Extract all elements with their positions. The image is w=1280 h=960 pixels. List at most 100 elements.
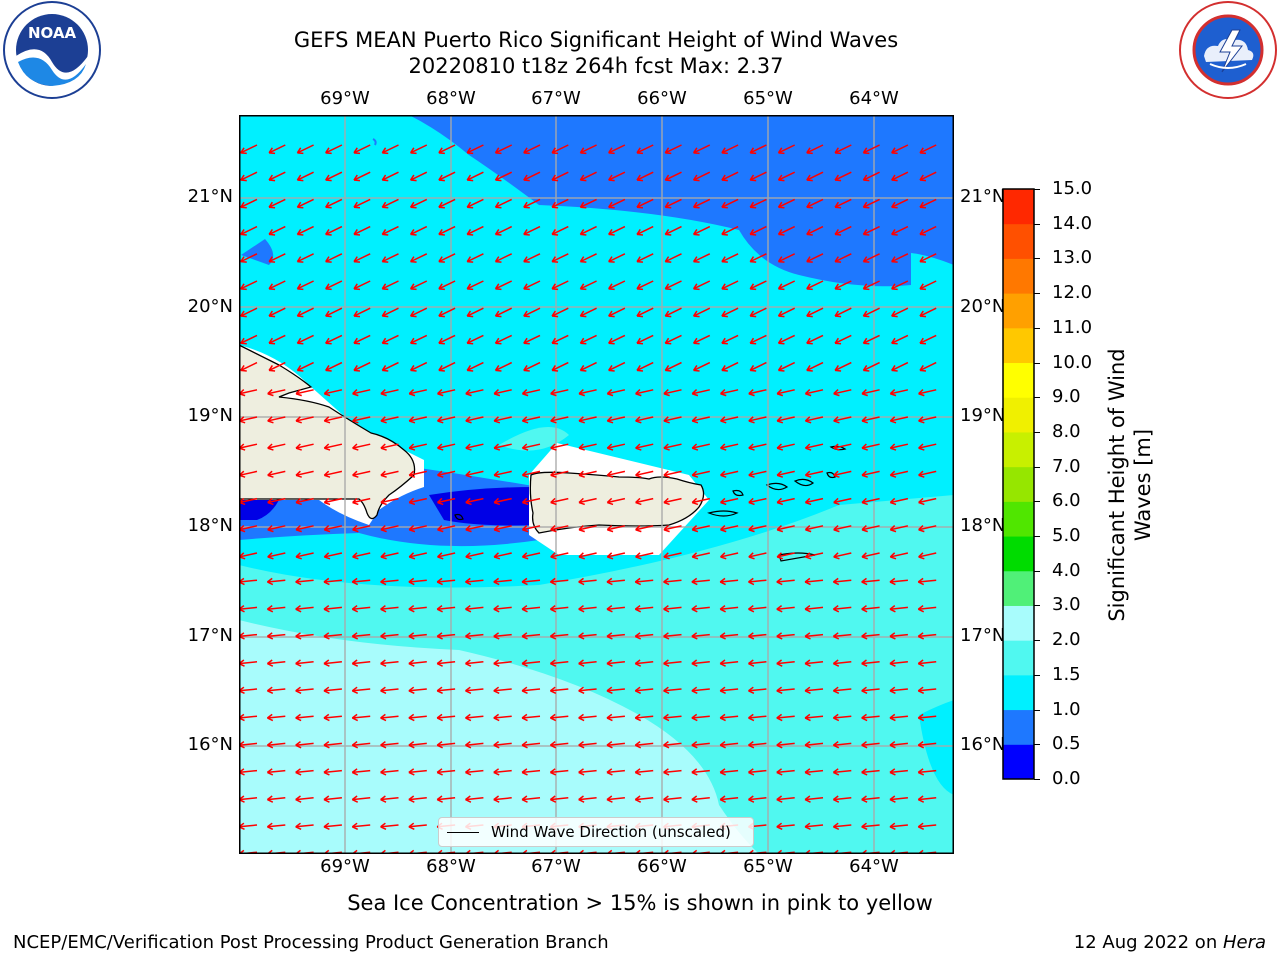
- wave-direction-arrowhead: [918, 552, 925, 560]
- wave-direction-arrowhead: [663, 659, 670, 667]
- wave-direction-arrow: [806, 307, 824, 317]
- wave-direction-arrow: [748, 661, 767, 665]
- wave-direction-arrow: [805, 579, 824, 583]
- right-lat-tick: 19°N: [960, 405, 1006, 426]
- wave-direction-arrowhead: [352, 389, 359, 397]
- wave-direction-arrowhead: [861, 577, 868, 586]
- wave-direction-arrowhead: [664, 174, 672, 182]
- wave-direction-arrowhead: [608, 174, 615, 182]
- wave-direction-arrow: [889, 742, 908, 746]
- wave-direction-arrowhead: [634, 632, 642, 640]
- wave-direction-arrow: [239, 633, 258, 638]
- wave-direction-arrow: [381, 144, 399, 154]
- wave-direction-arrow: [240, 144, 258, 154]
- wave-direction-arrowhead: [692, 228, 700, 236]
- wave-direction-arrowhead: [889, 389, 897, 397]
- wave-direction-arrow: [239, 416, 258, 422]
- wave-direction-arrow: [861, 579, 880, 583]
- wave-direction-arrowhead: [606, 416, 614, 424]
- wave-direction-arrow: [693, 307, 711, 317]
- wave-direction-arrowhead: [268, 283, 276, 291]
- wave-direction-arrowhead: [749, 256, 757, 263]
- wave-direction-arrowhead: [748, 659, 755, 667]
- noaa-logo-text: NOAA: [28, 24, 77, 42]
- wave-direction-arrowhead: [549, 577, 557, 586]
- wave-direction-arrowhead: [804, 470, 812, 478]
- wave-direction-arrowhead: [267, 552, 274, 560]
- wave-direction-arrow: [324, 443, 343, 449]
- wave-direction-arrowhead: [551, 283, 559, 291]
- wave-direction-arrow: [267, 470, 286, 477]
- wave-direction-arrowhead: [578, 713, 585, 722]
- wave-direction-arrow: [438, 198, 456, 208]
- wave-direction-arrowhead: [521, 416, 529, 424]
- wave-direction-arrow: [437, 416, 456, 422]
- wave-direction-arrow: [918, 633, 937, 638]
- wave-direction-arrow: [918, 552, 937, 558]
- wave-direction-arrow: [720, 579, 739, 583]
- wave-direction-arrow: [523, 361, 541, 372]
- wave-direction-arrowhead: [436, 741, 443, 749]
- wave-direction-arrowhead: [918, 497, 925, 506]
- wave-direction-arrow: [833, 416, 852, 422]
- left-lat-tick: 19°N: [187, 405, 233, 426]
- wave-direction-arrowhead: [323, 795, 330, 803]
- wave-direction-arrow: [438, 280, 456, 290]
- wave-direction-arrow: [466, 144, 484, 154]
- wave-direction-arrow: [353, 253, 371, 263]
- wave-direction-arrow: [806, 144, 824, 154]
- wave-direction-arrow: [748, 769, 767, 774]
- wave-direction-arrowhead: [438, 174, 445, 182]
- wave-direction-arrow: [608, 361, 626, 372]
- wave-direction-arrow: [465, 389, 484, 395]
- wave-direction-arrow: [324, 552, 343, 558]
- wave-direction-arrowhead: [521, 605, 528, 613]
- wave-direction-arrowhead: [323, 605, 330, 613]
- wave-direction-arrow: [323, 715, 342, 719]
- wave-direction-arrowhead: [748, 497, 755, 506]
- wave-direction-arrow: [551, 225, 569, 236]
- wave-direction-arrowhead: [381, 283, 389, 291]
- wave-direction-arrow: [919, 225, 937, 236]
- wave-direction-arrowhead: [493, 525, 501, 533]
- wave-direction-arrowhead: [268, 174, 276, 182]
- wave-direction-arrow: [776, 416, 795, 422]
- wave-direction-arrowhead: [408, 605, 415, 613]
- wave-direction-arrowhead: [862, 256, 870, 263]
- wave-direction-arrowhead: [777, 174, 785, 182]
- wave-direction-arrow: [636, 171, 654, 181]
- wave-direction-arrowhead: [466, 147, 474, 155]
- wave-direction-arrowhead: [635, 552, 642, 560]
- wave-direction-arrowhead: [325, 256, 332, 263]
- wave-direction-arrow: [438, 307, 456, 317]
- wave-direction-arrow: [408, 715, 427, 719]
- wave-direction-arrowhead: [861, 552, 868, 560]
- wave-direction-arrowhead: [380, 713, 387, 722]
- wave-direction-arrowhead: [521, 713, 528, 722]
- wave-direction-arrowhead: [240, 201, 247, 209]
- wave-direction-arrowhead: [832, 686, 840, 695]
- wave-direction-arrow: [607, 552, 626, 558]
- colorbar-tick: 10.0: [1052, 351, 1093, 373]
- wave-direction-arrowhead: [749, 147, 757, 155]
- wave-direction-arrowhead: [493, 686, 500, 695]
- wave-direction-arrowhead: [776, 525, 784, 533]
- wave-direction-arrow: [353, 225, 371, 236]
- wave-direction-arrow: [891, 171, 909, 181]
- wave-direction-arrowhead: [266, 768, 274, 776]
- wave-direction-arrowhead: [494, 228, 502, 236]
- wave-direction-arrow: [465, 688, 484, 692]
- wave-direction-arrow: [805, 416, 824, 422]
- wave-direction-arrowhead: [720, 443, 727, 451]
- wave-direction-arrowhead: [325, 283, 332, 291]
- wave-direction-arrowhead: [721, 147, 728, 155]
- wave-direction-arrowhead: [804, 443, 812, 451]
- wave-direction-arrowhead: [381, 364, 389, 372]
- colorbar-tick: 3.0: [1052, 594, 1081, 616]
- wave-direction-arrow: [776, 688, 795, 692]
- wave-direction-arrow: [410, 171, 428, 181]
- wave-direction-arrow: [606, 579, 625, 583]
- wave-direction-arrow: [465, 579, 484, 583]
- wave-direction-arrow: [551, 361, 569, 372]
- wave-direction-arrow: [550, 715, 569, 719]
